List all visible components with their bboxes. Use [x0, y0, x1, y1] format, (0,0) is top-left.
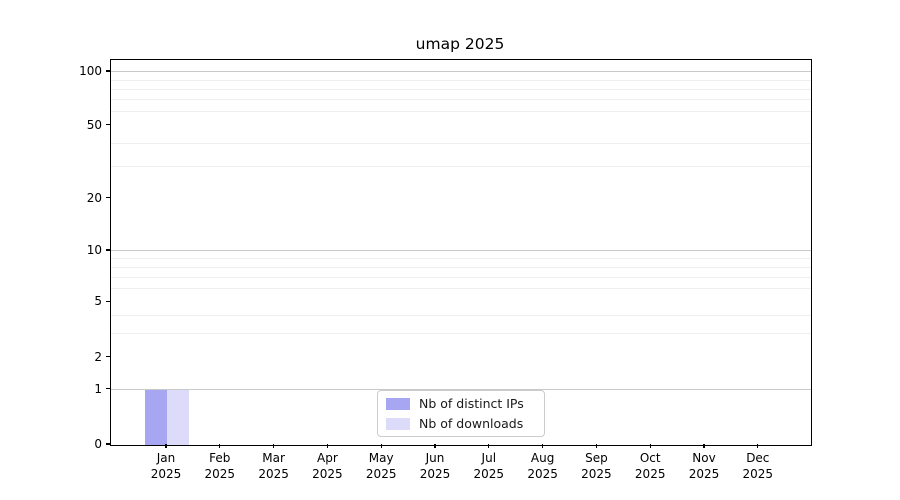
- chart-title: umap 2025: [415, 35, 505, 53]
- legend-label-downloads: Nb of downloads: [419, 416, 524, 431]
- x-axis-tick-mark: [542, 444, 544, 448]
- y-axis-tick-mark: [106, 443, 110, 445]
- gridline-minor: [111, 143, 811, 145]
- bar-downloads: [167, 389, 189, 445]
- y-axis-tick-label: 2: [94, 349, 102, 364]
- gridline-minor: [111, 88, 811, 90]
- y-axis-tick-mark: [106, 356, 110, 358]
- y-axis-tick-label: 10: [86, 242, 102, 257]
- gridline-minor: [111, 165, 811, 167]
- x-axis-tick-mark: [488, 444, 490, 448]
- x-axis-tick-mark: [703, 444, 705, 448]
- gridline-minor: [111, 332, 811, 334]
- x-axis-tick-mark: [434, 444, 436, 448]
- legend-item-distinct-ips: Nb of distinct IPs: [386, 396, 536, 411]
- x-axis-tick-label: Aug 2025: [527, 451, 558, 481]
- x-axis-tick-label: Dec 2025: [742, 451, 774, 481]
- x-axis-tick-label: Jul 2025: [473, 451, 505, 481]
- gridline-minor: [111, 288, 811, 290]
- x-axis-tick-label: Nov 2025: [688, 451, 720, 481]
- x-axis-tick-mark: [380, 444, 382, 448]
- gridline-major: [111, 389, 811, 391]
- x-axis-tick-label: Apr 2025: [312, 451, 343, 481]
- x-axis-tick-mark: [595, 444, 597, 448]
- x-axis-tick-label: Oct 2025: [634, 451, 666, 481]
- y-axis-tick-mark: [106, 387, 110, 390]
- legend-label-distinct-ips: Nb of distinct IPs: [419, 396, 524, 411]
- y-axis-tick-label: 20: [86, 190, 102, 205]
- x-axis-tick-label: Sep 2025: [581, 451, 612, 481]
- y-axis-tick-mark: [106, 124, 110, 126]
- y-axis-tick-label: 100: [79, 63, 102, 78]
- x-axis-tick-label: May 2025: [365, 451, 397, 481]
- y-axis-tick-mark: [106, 70, 110, 72]
- x-axis-tick-mark: [757, 444, 759, 448]
- legend-item-downloads: Nb of downloads: [386, 416, 536, 431]
- gridline-minor: [111, 111, 811, 113]
- y-axis-tick-mark: [106, 197, 110, 199]
- x-axis-tick-label: Jan 2025: [150, 451, 182, 481]
- legend-swatch-downloads-icon: [386, 417, 410, 430]
- x-axis-tick-mark: [219, 444, 221, 448]
- plot-area: [110, 59, 812, 446]
- x-axis-tick-mark: [649, 444, 651, 448]
- y-axis-tick-mark: [106, 249, 110, 251]
- legend-swatch-distinct-ips-icon: [386, 397, 410, 410]
- gridline-minor: [111, 276, 811, 278]
- legend: Nb of distinct IPs Nb of downloads: [377, 390, 545, 437]
- bar-distinct-ips: [145, 389, 167, 445]
- gridline-minor: [111, 258, 811, 260]
- x-axis-tick-label: Mar 2025: [258, 451, 289, 481]
- x-axis-tick-label: Feb 2025: [204, 451, 236, 481]
- y-axis-tick-label: 0: [94, 437, 102, 451]
- y-axis-tick-label: 50: [86, 117, 102, 132]
- y-axis-tick-label: 5: [94, 294, 102, 309]
- gridline-minor: [111, 99, 811, 101]
- gridline-major: [111, 71, 811, 73]
- x-axis-tick-mark: [165, 444, 167, 448]
- gridline-minor: [111, 79, 811, 81]
- y-axis-tick-mark: [106, 300, 110, 302]
- gridline-major: [111, 250, 811, 252]
- x-axis-tick-mark: [326, 444, 328, 448]
- gridline-minor: [111, 266, 811, 268]
- gridline-minor: [111, 315, 811, 317]
- y-axis-tick-label: 1: [94, 381, 102, 396]
- x-axis-tick-label: Jun 2025: [419, 451, 451, 481]
- x-axis-tick-mark: [273, 444, 275, 448]
